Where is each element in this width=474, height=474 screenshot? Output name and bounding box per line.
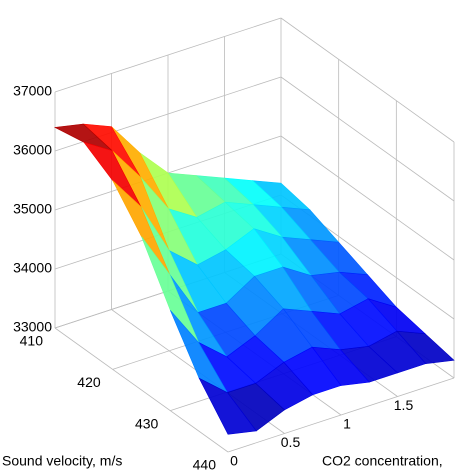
grid-line	[54, 327, 229, 453]
y-tick-label: 0.5	[281, 434, 301, 450]
y-tick-label: 1.5	[394, 397, 414, 413]
z-tick-label: 33000	[13, 319, 52, 335]
grid-line	[227, 377, 455, 453]
x-axis-label: Sound velocity, m/s	[2, 453, 122, 469]
x-tick-label: 410	[20, 333, 44, 349]
grid-line	[280, 76, 455, 202]
z-tick-label: 36000	[13, 142, 52, 158]
x-tick-label: 430	[135, 415, 159, 431]
z-tick-label: 34000	[13, 260, 52, 276]
y-axis-label: CO2 concentration,	[322, 453, 443, 469]
x-tick-label: 420	[77, 374, 101, 390]
grid-line	[280, 135, 455, 261]
y-tick-label: 0	[230, 453, 238, 469]
surface-patch	[198, 377, 257, 435]
grid-line	[280, 17, 455, 143]
z-tick-label: 37000	[13, 83, 52, 99]
y-tick-label: 1	[343, 416, 351, 432]
z-tick-label: 35000	[13, 201, 52, 217]
x-tick-label: 440	[193, 457, 217, 473]
